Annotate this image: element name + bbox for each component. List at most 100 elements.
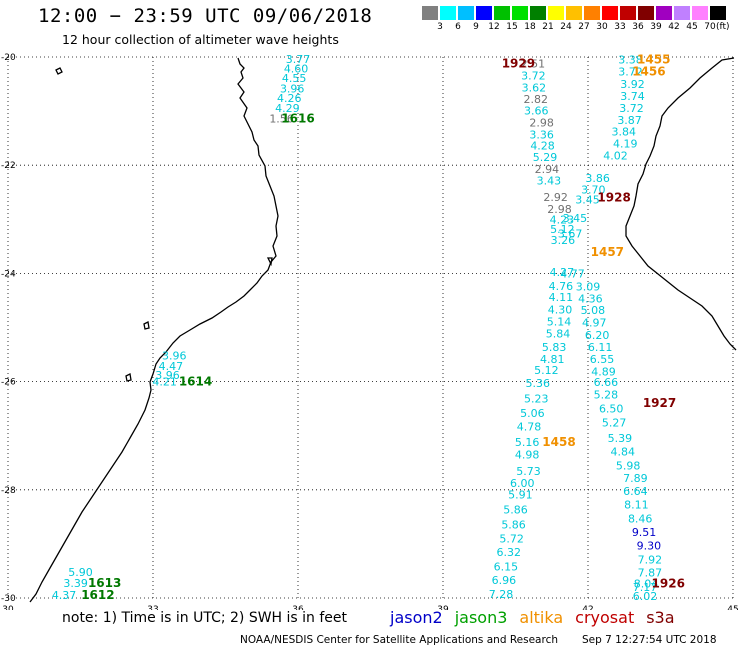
pass-time-label: 1616: [281, 112, 314, 126]
scale-swatch: [584, 6, 600, 20]
wave-height-value: 7.89: [623, 472, 648, 485]
pass-time-label: 1612: [81, 588, 114, 602]
scale-label: 3: [437, 22, 443, 32]
wave-height-value: 4.60: [284, 62, 309, 75]
wave-height-values: 3.774.604.553.964.264.291.563.964.473.96…: [52, 53, 662, 603]
scale-label: 6: [455, 22, 461, 32]
wave-height-value: 3.87: [617, 114, 642, 127]
wave-height-value: 2.51: [521, 57, 546, 70]
lon-tick-label: 45: [727, 605, 738, 610]
wave-height-value: 4.23: [550, 213, 575, 226]
wave-height-value: 3.09: [576, 280, 601, 293]
scale-label: 30: [596, 22, 608, 32]
wave-height-value: 4.19: [613, 138, 638, 151]
wave-height-value: 5.27: [602, 417, 627, 430]
wave-height-value: 2.92: [543, 191, 568, 204]
lon-tick-label: 39: [437, 605, 449, 610]
wave-height-value: 4.02: [603, 149, 628, 162]
wave-height-value: 3.45: [563, 212, 588, 225]
satellite-legend: jason2 jason3 altika cryosat s3a: [390, 608, 687, 627]
satellite-legend-item: cryosat: [575, 608, 635, 627]
wave-height-value: 4.29: [275, 102, 300, 115]
lat-tick-label: -20: [1, 53, 16, 63]
wave-height-value: 5.29: [533, 151, 558, 164]
scale-swatch: [710, 6, 726, 20]
map-grid: [7, 56, 734, 599]
pass-time-label: 1928: [597, 191, 630, 205]
scale-swatch: [440, 6, 456, 20]
coastline: [29, 57, 737, 603]
scale-swatch: [476, 6, 492, 20]
madagascar-coastline: [625, 57, 737, 351]
footer-timestamp: Sep 7 12:27:54 UTC 2018: [582, 634, 717, 646]
wave-height-value: 5.28: [594, 389, 619, 402]
lat-tick-label: -22: [1, 161, 16, 171]
scale-swatch: [638, 6, 654, 20]
scale-swatch: [674, 6, 690, 20]
axis-labels: 30 33 36 39 42 45 -20 -22 -24 -26 -28 -30: [1, 53, 739, 610]
wave-height-value: 3.62: [522, 81, 547, 94]
scale-swatch: [422, 6, 438, 20]
wave-height-value: 4.55: [282, 72, 307, 85]
wave-height-value: 4.27: [550, 266, 575, 279]
wave-height-value: 4.26: [277, 92, 302, 105]
wave-height-value: 5.06: [520, 407, 545, 420]
pass-time-label: 1457: [591, 245, 624, 259]
wave-height-value: 6.96: [492, 574, 517, 587]
scale-label: 27: [578, 22, 590, 32]
wave-height-value: 5.16: [515, 436, 540, 449]
scale-swatch: [458, 6, 474, 20]
wave-height-value: 2.82: [524, 93, 549, 106]
scale-label: 24: [560, 22, 572, 32]
wave-height-value: 5.72: [499, 532, 524, 545]
scale-swatch: [530, 6, 546, 20]
lat-tick-label: -28: [1, 486, 16, 496]
scale-label: 45: [686, 22, 698, 32]
wave-height-value: 9.51: [632, 526, 657, 539]
wave-height-value: 5.39: [608, 432, 633, 445]
wave-height-value: 5.98: [616, 459, 641, 472]
wave-height-value: 4.21: [152, 376, 177, 389]
wave-height-value: 5.23: [524, 392, 549, 405]
wave-height-value: 3.70: [581, 184, 606, 197]
island-c: [125, 373, 132, 382]
wave-height-value: 3.45: [575, 193, 600, 206]
wave-height-value: 7.28: [489, 588, 514, 601]
wave-height-value: 3.72: [619, 102, 644, 115]
wave-height-value: 5.90: [68, 566, 93, 579]
scale-label: 21: [542, 22, 554, 32]
scale-label: 12: [488, 22, 500, 32]
wave-height-value: 3.38: [618, 54, 643, 67]
wave-height-value: 3.96: [155, 369, 180, 382]
satellite-legend-item: altika: [519, 608, 564, 627]
wave-height-value: 3.84: [612, 126, 637, 139]
wave-height-value: 9.30: [637, 540, 662, 553]
wave-height-value: 4.76: [549, 280, 574, 293]
wave-height-value: 3.74: [620, 90, 645, 103]
lat-tick-label: -30: [1, 594, 16, 604]
pass-time-label: 1929: [502, 56, 535, 70]
wave-height-value: 1.56: [269, 113, 294, 126]
wave-height-value: 4.30: [548, 304, 573, 317]
wave-height-value: 4.84: [611, 445, 636, 458]
wave-height-value: 4.37: [52, 589, 77, 602]
pass-time-label: 1613: [88, 576, 121, 590]
wave-height-value: 2.98: [529, 116, 554, 129]
wave-height-value: 3.86: [585, 172, 610, 185]
wave-height-value: 6.55: [590, 353, 615, 366]
scale-label: 70: [704, 22, 716, 32]
wave-height-value: 6.11: [588, 341, 613, 354]
wave-height-value: 6.00: [510, 477, 535, 490]
scale-label: 39: [650, 22, 662, 32]
lat-tick-label: -24: [1, 269, 16, 279]
wave-height-value: 2.98: [547, 203, 572, 216]
wave-height-value: 4.89: [591, 365, 616, 378]
wave-height-value: 3.36: [529, 128, 554, 141]
scale-label: 33: [614, 22, 626, 32]
island-b: [143, 321, 150, 330]
wave-height-value: 6.66: [594, 376, 619, 389]
wave-height-value: 3.72: [521, 69, 546, 82]
wave-height-value: 2.94: [535, 163, 560, 176]
wave-height-value: 3.26: [551, 234, 576, 247]
